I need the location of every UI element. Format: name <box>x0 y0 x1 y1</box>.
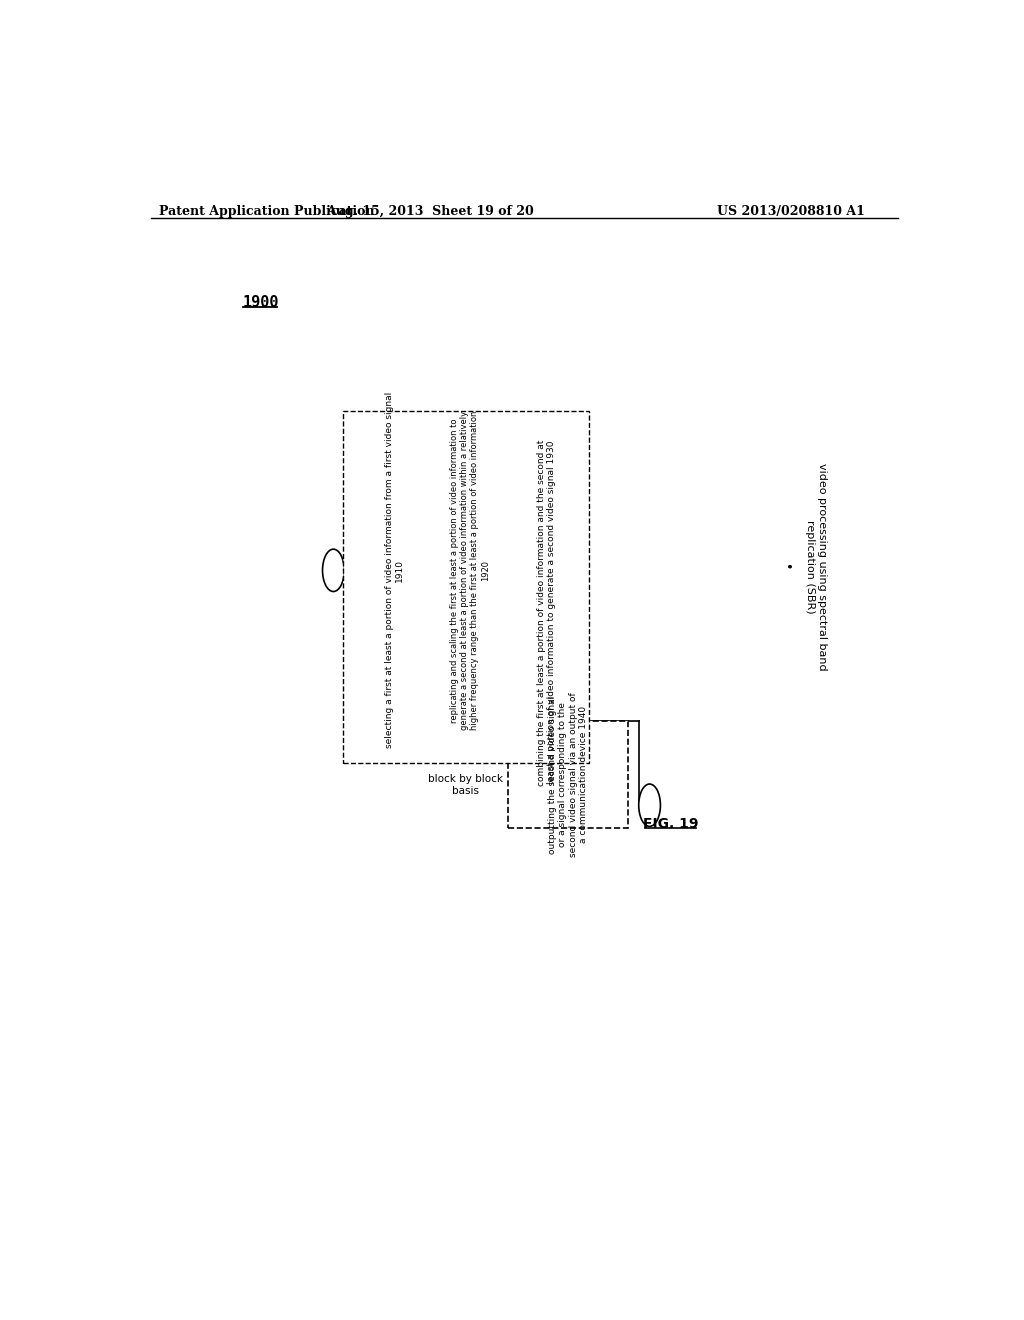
Text: video processing using spectral band
replication (SBR): video processing using spectral band rep… <box>806 463 827 671</box>
Text: US 2013/0208810 A1: US 2013/0208810 A1 <box>717 205 865 218</box>
Text: outputting the second video signal
or a signal corresponding to the
second video: outputting the second video signal or a … <box>548 692 588 857</box>
Bar <box>356 420 432 721</box>
Bar <box>508 506 586 721</box>
Text: 1900: 1900 <box>243 296 280 310</box>
Bar <box>343 411 589 763</box>
Text: Aug. 15, 2013  Sheet 19 of 20: Aug. 15, 2013 Sheet 19 of 20 <box>327 205 535 218</box>
Text: replicating and scaling the first at least a portion of video information to
gen: replicating and scaling the first at lea… <box>450 411 489 730</box>
Text: •: • <box>778 562 792 570</box>
Text: combining the first at least a portion of video information and the second at
le: combining the first at least a portion o… <box>537 440 556 785</box>
Text: selecting a first at least a portion of video information from a first video sig: selecting a first at least a portion of … <box>385 392 403 748</box>
Ellipse shape <box>323 549 344 591</box>
Text: Patent Application Publication: Patent Application Publication <box>159 205 375 218</box>
Text: FIG. 19: FIG. 19 <box>643 817 698 830</box>
Text: block by block
basis: block by block basis <box>428 775 504 796</box>
Bar <box>508 721 628 829</box>
Bar <box>432 420 508 721</box>
Ellipse shape <box>639 784 660 826</box>
